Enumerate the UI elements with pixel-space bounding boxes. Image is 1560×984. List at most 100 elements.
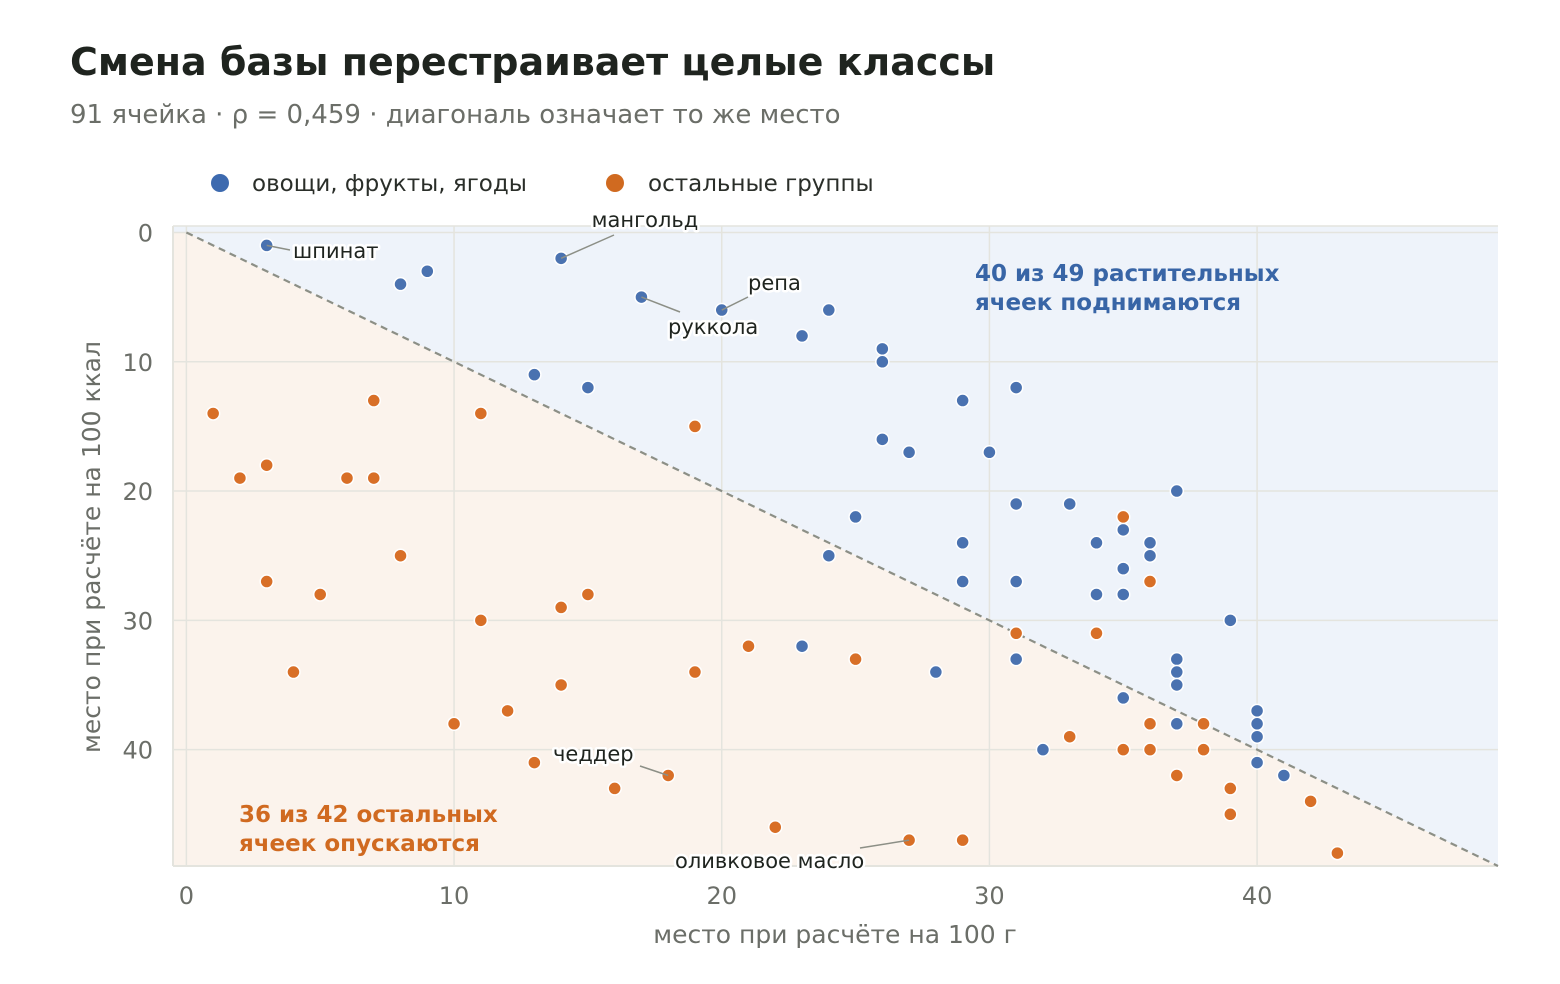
annotation-label: руккола [668,315,758,339]
data-point-other [366,393,382,408]
data-point-other [366,470,382,486]
legend-label-plant: овощи, фрукты, ягоды [252,171,527,197]
data-point-other [687,664,703,680]
annotation-leader [639,765,669,777]
data-point-plant [1276,768,1292,783]
data-point-other [446,716,462,732]
data-point-other [500,703,515,719]
annotation-label: репа [748,271,801,295]
y-tick-label: 30 [122,607,153,635]
diagonal-line [185,231,1499,867]
data-point-plant [1008,574,1024,589]
data-point-other [473,406,489,421]
data-point-plant [1116,522,1131,538]
data-point-plant [1249,755,1265,770]
data-point-plant [875,432,890,447]
data-point-other [1116,742,1131,757]
data-point-other [286,664,301,680]
data-point-plant [1169,716,1185,732]
legend-marker-other [606,174,624,192]
chart-subtitle: 91 ячейка · ρ = 0,459 · диагональ означа… [70,100,841,130]
annotation-label: чеддер [553,742,634,766]
data-point-plant [875,341,890,357]
data-point-other [393,548,408,563]
data-point-other [232,470,248,486]
data-point-plant [821,302,837,318]
data-point-other [1142,574,1158,589]
data-point-plant [1223,613,1238,628]
legend: овощи, фрукты, ягоды остальные группы [211,171,874,197]
x-tick-label: 30 [974,882,1005,910]
plot-area: 0 0 10 10 20 20 30 30 40 40 шпинат мангольд репа рукк… [122,206,1499,910]
data-point-plant [1035,742,1051,757]
data-point-other [607,781,622,796]
data-point-plant [1249,716,1265,732]
data-point-plant [1089,535,1104,551]
data-point-other [687,419,703,434]
data-point-other [1330,845,1345,861]
data-point-other [1142,742,1158,757]
data-point-plant [1008,496,1024,512]
annotation-label: оливковое масло [675,849,864,873]
x-tick-label: 0 [179,882,194,910]
data-point-plant [1169,677,1185,693]
data-point-other [259,457,274,473]
note-others-fall: 36 из 42 остальных [239,802,498,828]
data-point-other [1223,781,1238,796]
chart-title: Смена базы перестраивает целые классы [70,40,996,84]
data-point-plant [1008,380,1024,395]
data-point-other [741,638,756,654]
data-point-other [1116,509,1131,525]
data-point-plant [955,535,970,551]
data-point-other [955,832,970,848]
data-point-other [473,613,489,628]
y-tick-label: 40 [122,737,153,765]
data-point-other [312,587,328,602]
data-point-plant [955,574,970,589]
y-tick-label: 20 [122,478,153,506]
data-point-other [1062,729,1077,744]
annotation-leader [641,296,681,313]
data-point-other [553,600,569,615]
note-plants-rise: ячеек поднимаются [975,290,1241,316]
data-point-plant [901,445,917,460]
data-point-other [580,587,596,602]
data-point-plant [1116,587,1131,602]
annotation-leader [560,234,615,260]
data-point-plant [1169,483,1185,499]
data-point-other [1223,807,1238,822]
data-point-other [553,677,569,693]
annotation-leader [721,296,749,311]
data-point-other [259,574,274,589]
y-axis-title: место при расчёте на 100 ккал [77,341,106,753]
data-point-other [1196,716,1211,732]
data-point-other [1169,768,1185,783]
data-point-plant [1169,651,1185,667]
annotation-label: мангольд [592,208,699,232]
annotation-leader [859,839,910,849]
x-tick-label: 40 [1242,882,1273,910]
data-point-plant [1008,651,1024,667]
note-plants-rise: 40 из 49 растительных [975,261,1280,287]
data-point-other [527,755,542,770]
y-tick-label: 0 [138,219,153,247]
annotation-label: шпинат [293,239,378,263]
data-point-plant [1089,587,1104,602]
legend-marker-plant [211,174,229,192]
data-point-plant [982,445,997,460]
data-point-plant [794,638,810,654]
data-point-plant [1142,548,1158,563]
data-point-plant [1116,561,1131,576]
data-point-plant [1249,703,1265,719]
data-point-plant [1169,664,1185,680]
data-point-plant [848,509,863,525]
data-point-plant [794,328,810,344]
data-point-plant [527,367,542,382]
data-point-other [1008,626,1024,641]
data-point-other [205,406,221,421]
legend-label-other: остальные группы [648,171,874,197]
data-point-plant [393,276,408,292]
y-tick-label: 10 [122,349,153,377]
data-point-other [1089,626,1104,641]
